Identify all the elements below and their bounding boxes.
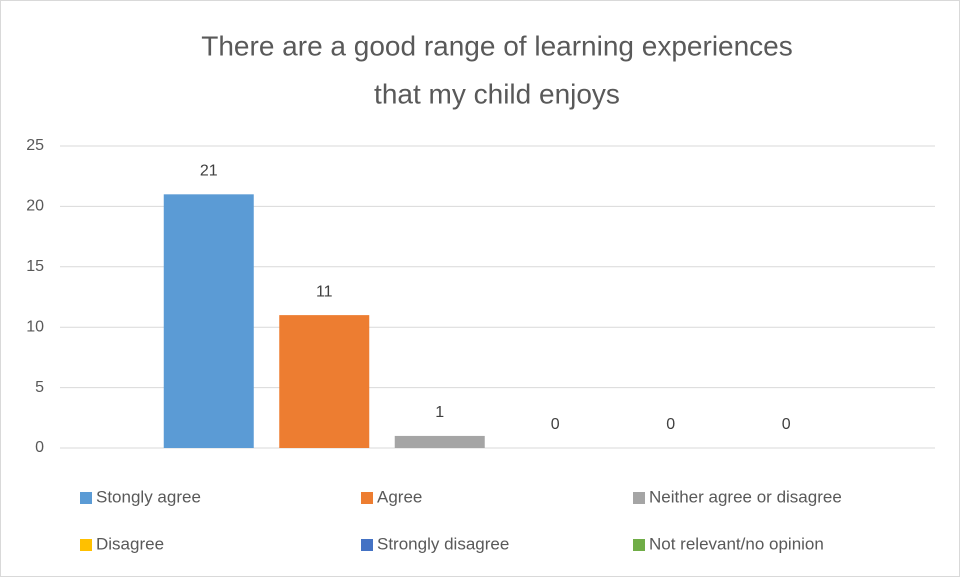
y-tick-label: 10 <box>26 318 44 335</box>
data-label: 0 <box>666 416 675 433</box>
y-tick-label: 5 <box>35 379 44 396</box>
data-label: 21 <box>200 163 218 180</box>
data-label: 1 <box>435 404 444 421</box>
chart-title: that my child enjoys <box>374 78 620 109</box>
data-label: 11 <box>316 283 333 300</box>
legend-swatch <box>633 492 645 504</box>
bar <box>394 435 485 448</box>
bar <box>279 315 370 448</box>
legend-swatch <box>80 492 92 504</box>
legend-swatch <box>361 539 373 551</box>
data-label: 0 <box>551 416 560 433</box>
legend-label: Not relevant/no opinion <box>649 534 824 553</box>
legend-swatch <box>633 539 645 551</box>
legend-swatch <box>361 492 373 504</box>
y-tick-label: 25 <box>26 137 44 154</box>
chart-title: There are a good range of learning exper… <box>201 30 793 61</box>
legend-swatch <box>80 539 92 551</box>
legend-label: Stongly agree <box>96 487 201 506</box>
legend-label: Agree <box>377 487 422 506</box>
legend-label: Disagree <box>96 534 164 553</box>
legend-label: Strongly disagree <box>377 534 509 553</box>
legend-label: Neither agree or disagree <box>649 487 842 506</box>
data-label: 0 <box>782 416 791 433</box>
y-tick-label: 15 <box>26 258 44 275</box>
y-tick-label: 0 <box>35 439 44 456</box>
y-tick-label: 20 <box>26 198 44 215</box>
bar <box>163 194 254 448</box>
